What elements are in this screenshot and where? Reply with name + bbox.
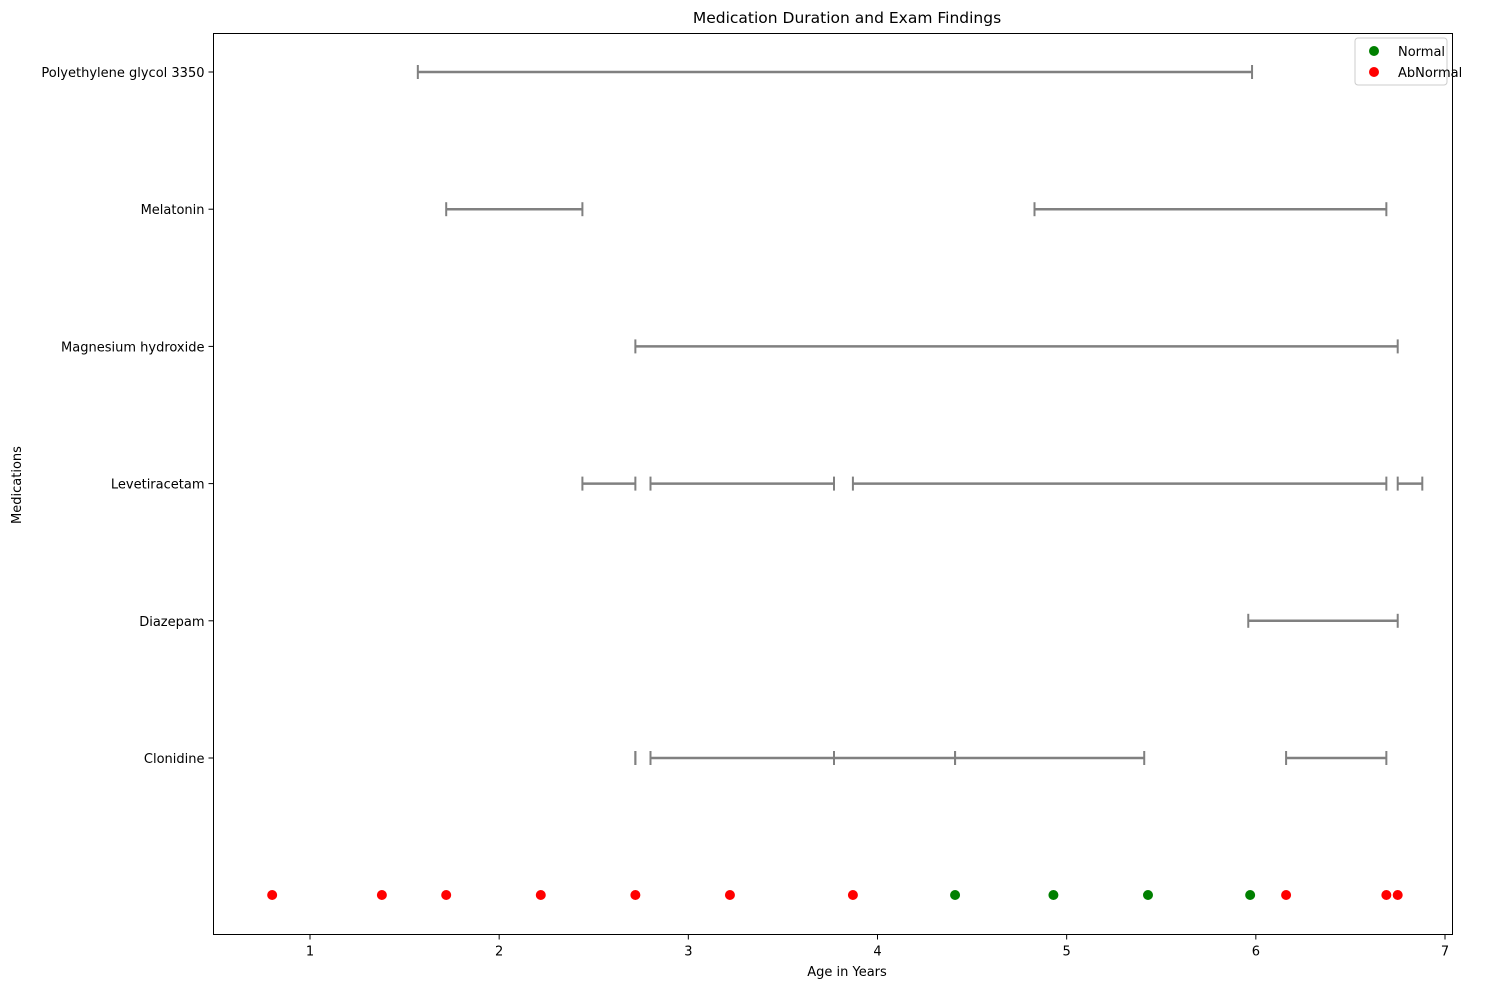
y-tick-label: Magnesium hydroxide: [61, 340, 204, 355]
legend-marker-normal: [1369, 46, 1379, 56]
y-axis: Clonidine Diazepam Levetiracetam Magnesium …: [41, 66, 214, 767]
y-tick-label: Levetiracetam: [111, 478, 205, 493]
exam-point-abnormal: [441, 890, 452, 900]
plot-area: [267, 65, 1424, 900]
y-tick-label: Polyethylene glycol 3350: [41, 66, 204, 81]
y-tick-label: Clonidine: [144, 752, 205, 767]
exam-point-abnormal: [1281, 890, 1292, 900]
exam-point-abnormal: [376, 890, 387, 900]
exam-point-abnormal: [535, 890, 546, 900]
x-axis: 1 2 3 4 5 6 7: [306, 934, 1449, 960]
exam-point-abnormal: [630, 890, 641, 900]
chart-title: Medication Duration and Exam Findings: [693, 9, 1001, 27]
legend-marker-abnormal: [1369, 67, 1379, 77]
legend-label-abnormal: AbNormal: [1398, 66, 1462, 81]
x-tick-label: 5: [1063, 945, 1071, 960]
exam-point-abnormal: [724, 890, 735, 900]
exam-point-normal: [1143, 890, 1154, 900]
y-tick-label: Diazepam: [139, 615, 204, 630]
x-tick-label: 4: [873, 945, 881, 960]
x-tick-label: 6: [1252, 945, 1260, 960]
exam-point-normal: [1245, 890, 1256, 900]
legend: Normal AbNormal: [1354, 37, 1462, 86]
legend-label-normal: Normal: [1398, 45, 1445, 60]
x-axis-label: Age in Years: [807, 965, 887, 980]
exam-point-abnormal: [847, 890, 858, 900]
y-axis-label: Medications: [10, 446, 25, 524]
x-tick-label: 2: [495, 945, 503, 960]
exam-point-normal: [1048, 890, 1059, 900]
x-tick-label: 3: [684, 945, 692, 960]
exam-point-abnormal: [267, 890, 278, 900]
y-tick-label: Melatonin: [141, 203, 205, 218]
x-tick-label: 1: [306, 945, 314, 960]
exam-point-abnormal: [1381, 890, 1392, 900]
x-tick-label: 7: [1441, 945, 1449, 960]
exam-point-normal: [950, 890, 961, 900]
exam-point-abnormal: [1392, 890, 1403, 900]
